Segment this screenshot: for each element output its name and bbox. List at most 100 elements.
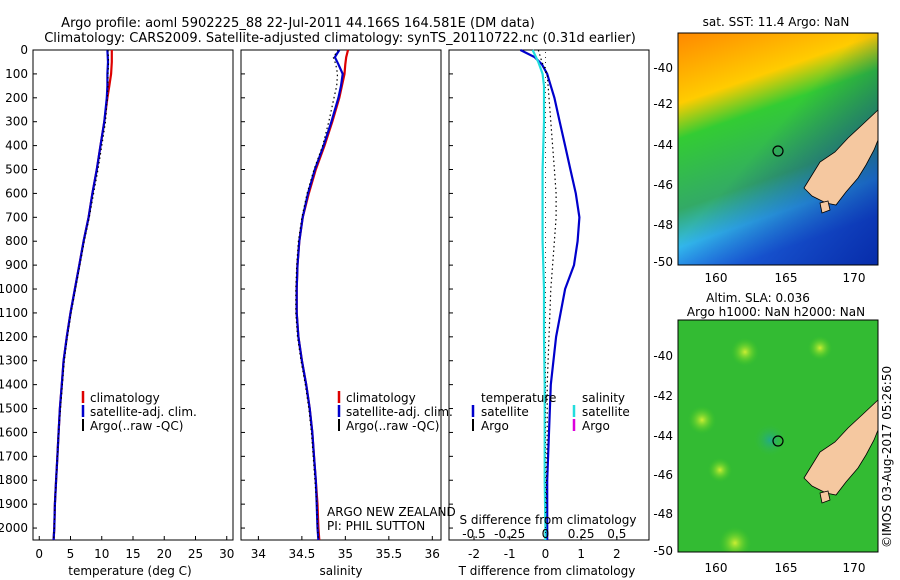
salinity-plot: 34 34.5 35 35.5 36 bbox=[251, 49, 440, 561]
sla-map bbox=[678, 320, 878, 552]
temperature-series-satellite-adj-clim bbox=[52, 49, 110, 541]
difference-s-xtick-label: 0.5 bbox=[607, 527, 626, 541]
difference-plot: -2 -1 0 1 2 -0.5 -0.25 0 0.25 0.5 bbox=[462, 49, 626, 561]
difference-series-t-satellite bbox=[519, 49, 581, 540]
temperature-xtick-label: 0 bbox=[35, 547, 43, 561]
sla-ytick: -44 bbox=[653, 429, 673, 443]
imos-credit: ©IMOS 03-Aug-2017 05:26:50 bbox=[880, 366, 894, 548]
difference-xlabel: T difference from climatology bbox=[458, 564, 636, 578]
sst-xtick: 170 bbox=[843, 271, 866, 285]
figure-title-line2: Climatology: CARS2009. Satellite-adjuste… bbox=[44, 31, 636, 46]
difference-xtick-label: -1 bbox=[504, 547, 516, 561]
stewart-island bbox=[819, 490, 831, 504]
difference-temperature-legend: temperature satellite Argo bbox=[471, 391, 556, 433]
depth-tick-label: 1800 bbox=[0, 473, 28, 487]
depth-tick-label: 1100 bbox=[0, 306, 28, 320]
sla-map-frame bbox=[677, 319, 879, 553]
sst-map bbox=[678, 33, 878, 265]
depth-tick-label: 1900 bbox=[0, 497, 28, 511]
sla-ytick: -46 bbox=[653, 468, 673, 482]
stewart-island bbox=[819, 200, 831, 214]
temperature-xlabel: temperature (deg C) bbox=[68, 564, 191, 578]
difference-xtick-label: 1 bbox=[577, 547, 585, 561]
legend-s-argo-label: Argo bbox=[582, 419, 610, 433]
sla-ytick: -40 bbox=[653, 349, 673, 363]
salinity-series-argo-raw-qc bbox=[295, 49, 339, 541]
depth-tick-label: 800 bbox=[5, 234, 28, 248]
figure-title-line1: Argo profile: aoml 5902225_88 22-Jul-201… bbox=[61, 16, 535, 31]
depth-tick-label: 2000 bbox=[0, 521, 28, 535]
legend-s-satellite-label: satellite bbox=[582, 405, 630, 419]
legend-satellite-label: satellite-adj. clim. bbox=[90, 405, 197, 419]
sla-anomaly bbox=[688, 406, 716, 434]
difference-xtick-label: -2 bbox=[468, 547, 480, 561]
depth-tick-label: 0 bbox=[20, 43, 28, 57]
difference-series-s-satellite bbox=[531, 49, 547, 540]
legend-temperature-title: temperature bbox=[481, 391, 556, 405]
sla-anomaly bbox=[719, 527, 751, 552]
sla-anomaly bbox=[754, 424, 786, 456]
depth-axis: 0 100 200 300 400 500 600 700 800 900 1000 1100 1200… bbox=[0, 43, 453, 535]
temperature-plot: 0 5 10 15 20 25 30 bbox=[35, 49, 234, 561]
new-zealand-land bbox=[803, 399, 878, 496]
legend-t-satellite-label: satellite bbox=[481, 405, 529, 419]
sst-map-title: sat. SST: 11.4 Argo: NaN bbox=[703, 15, 850, 29]
salinity-xtick-label: 34 bbox=[251, 547, 266, 561]
difference-xtick-label: 0 bbox=[542, 547, 550, 561]
difference-xlabel-top: S difference from climatology bbox=[460, 513, 637, 527]
sst-ytick: -50 bbox=[653, 255, 673, 269]
sla-anomaly bbox=[808, 336, 832, 360]
depth-tick-label: 1300 bbox=[0, 354, 28, 368]
depth-tick-label: 1700 bbox=[0, 449, 28, 463]
salinity-legend: climatology satellite-adj. clim. Argo(..… bbox=[337, 391, 453, 433]
salinity-series-climatology bbox=[295, 49, 350, 541]
legend-climatology-label: climatology bbox=[90, 391, 160, 405]
salinity-panel-frame bbox=[240, 49, 442, 541]
temperature-xtick-label: 20 bbox=[157, 547, 172, 561]
legend-satellite-label: satellite-adj. clim. bbox=[346, 405, 453, 419]
sst-ytick: -48 bbox=[653, 218, 673, 232]
temperature-series-argo-raw-qc bbox=[53, 49, 110, 541]
difference-xtick-label: 2 bbox=[613, 547, 621, 561]
salinity-series-satellite-adj-clim bbox=[295, 49, 344, 541]
difference-s-xtick-label: -0.25 bbox=[494, 527, 525, 541]
argo-location-marker bbox=[772, 435, 784, 447]
salinity-xtick-label: 35.5 bbox=[375, 547, 402, 561]
sla-xtick: 165 bbox=[775, 561, 798, 575]
sla-xtick: 160 bbox=[705, 561, 728, 575]
sla-anomaly bbox=[708, 458, 732, 482]
sst-xtick: 165 bbox=[775, 271, 798, 285]
legend-salinity-title: salinity bbox=[582, 391, 625, 405]
sst-xtick: 160 bbox=[705, 271, 728, 285]
salinity-xtick-label: 34.5 bbox=[289, 547, 316, 561]
depth-tick-label: 1500 bbox=[0, 402, 28, 416]
depth-tick-label: 900 bbox=[5, 258, 28, 272]
sla-map-title-line1: Altim. SLA: 0.036 bbox=[706, 291, 810, 305]
sst-ytick: -44 bbox=[653, 138, 673, 152]
sst-ytick: -46 bbox=[653, 178, 673, 192]
legend-t-argo-label: Argo bbox=[481, 419, 509, 433]
temperature-panel-frame bbox=[32, 49, 234, 541]
legend-argo-label: Argo(..raw -QC) bbox=[90, 419, 183, 433]
temperature-xtick-label: 5 bbox=[67, 547, 75, 561]
temperature-xtick-label: 10 bbox=[94, 547, 109, 561]
sla-ytick: -50 bbox=[653, 544, 673, 558]
temperature-legend: climatology satellite-adj. clim. Argo(..… bbox=[81, 391, 197, 433]
salinity-xtick-label: 36 bbox=[425, 547, 440, 561]
depth-tick-label: 700 bbox=[5, 210, 28, 224]
pi-annotation: PI: PHIL SUTTON bbox=[327, 519, 425, 533]
salinity-xlabel: salinity bbox=[319, 564, 362, 578]
sla-anomaly bbox=[731, 338, 759, 366]
depth-tick-label: 600 bbox=[5, 186, 28, 200]
depth-tick-label: 300 bbox=[5, 115, 28, 129]
sla-ytick: -48 bbox=[653, 507, 673, 521]
depth-tick-label: 100 bbox=[5, 67, 28, 81]
difference-series-t-argo bbox=[537, 49, 557, 529]
depth-tick-label: 1600 bbox=[0, 425, 28, 439]
sla-map-title-line2: Argo h1000: NaN h2000: NaN bbox=[687, 305, 865, 319]
difference-panel-frame bbox=[448, 49, 650, 541]
sst-map-frame bbox=[677, 32, 879, 266]
legend-argo-label: Argo(..raw -QC) bbox=[346, 419, 439, 433]
temperature-xtick-label: 25 bbox=[188, 547, 203, 561]
